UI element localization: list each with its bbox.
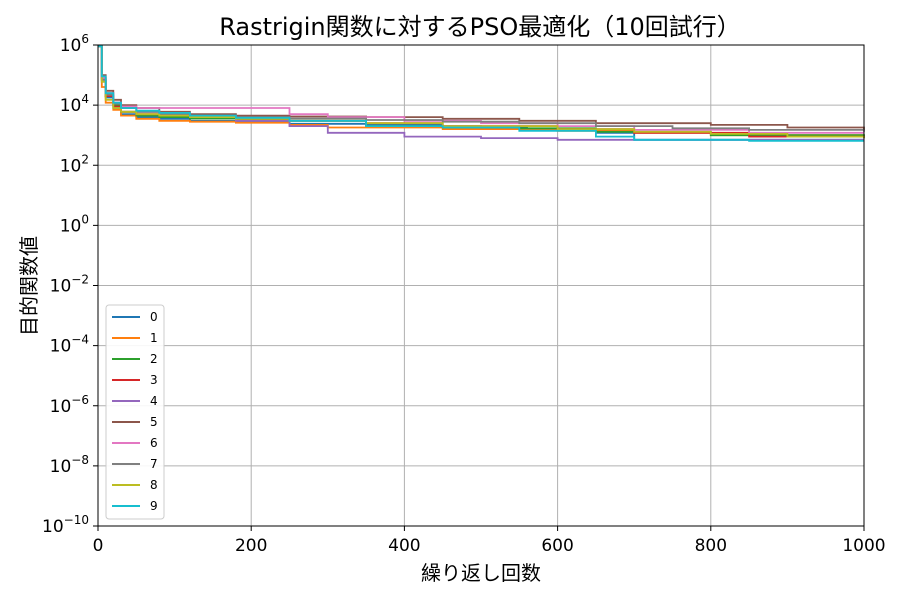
legend-label: 7 bbox=[150, 457, 158, 471]
legend-label: 8 bbox=[150, 478, 158, 492]
x-tick-label: 400 bbox=[388, 536, 420, 556]
y-tick-label: 102 bbox=[60, 152, 89, 176]
x-tick-label: 600 bbox=[541, 536, 573, 556]
y-tick-label: 10−6 bbox=[50, 393, 89, 417]
y-tick-label: 10−10 bbox=[42, 513, 89, 537]
legend: 0 1 2 3 4 5 6 7 8 9 bbox=[105, 304, 165, 520]
x-tick-label: 0 bbox=[93, 536, 104, 556]
x-tick-label: 800 bbox=[695, 536, 727, 556]
y-tick-label: 100 bbox=[60, 212, 89, 236]
legend-label: 2 bbox=[150, 352, 158, 366]
y-tick-label: 104 bbox=[60, 92, 89, 116]
legend-label: 0 bbox=[150, 310, 158, 324]
y-tick-label: 10−4 bbox=[50, 333, 89, 357]
series-lines bbox=[98, 45, 865, 142]
x-tick-label: 200 bbox=[235, 536, 267, 556]
chart-title: Rastrigin関数に対するPSO最適化（10回試行） bbox=[219, 13, 741, 41]
legend-label: 5 bbox=[150, 415, 158, 429]
legend-label: 3 bbox=[150, 373, 158, 387]
x-axis-ticks: 0 200 400 600 800 1000 bbox=[93, 526, 886, 556]
legend-label: 6 bbox=[150, 436, 158, 450]
y-axis-label: 目的関数値 bbox=[17, 236, 41, 336]
x-tick-label: 1000 bbox=[842, 536, 885, 556]
legend-label: 4 bbox=[150, 394, 158, 408]
y-tick-label: 106 bbox=[60, 32, 89, 56]
legend-label: 1 bbox=[150, 331, 158, 345]
y-axis-ticks: 10−10 10−8 10−6 10−4 10−2 100 102 104 106 bbox=[42, 32, 98, 537]
legend-label: 9 bbox=[150, 499, 158, 513]
series-line-9 bbox=[98, 45, 864, 142]
y-tick-label: 10−8 bbox=[50, 453, 89, 477]
x-axis-label: 繰り返し回数 bbox=[421, 561, 541, 585]
y-tick-label: 10−2 bbox=[50, 273, 89, 297]
